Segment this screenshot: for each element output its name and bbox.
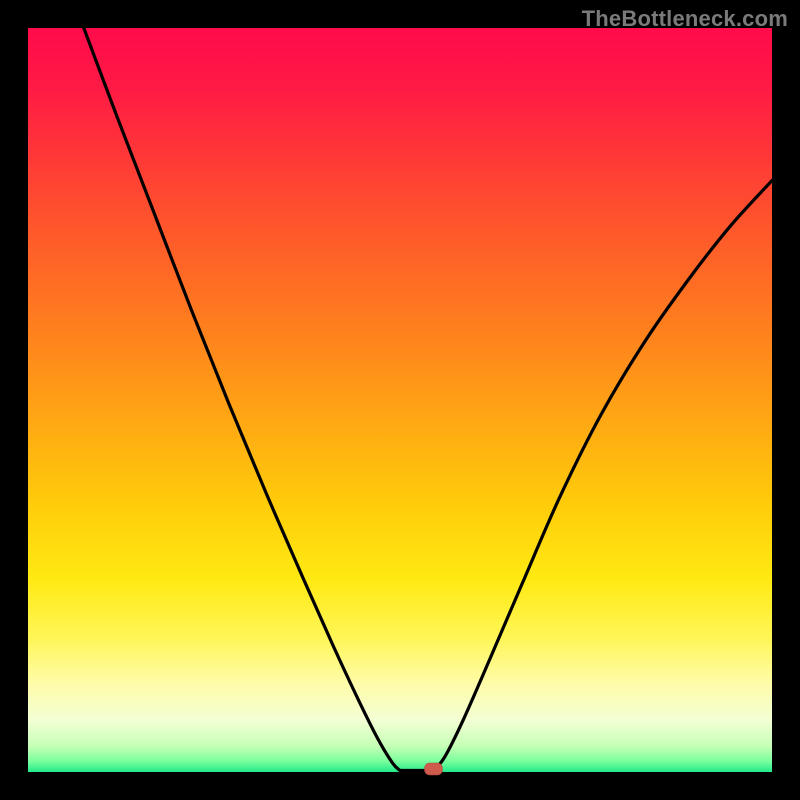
chart-svg <box>0 0 800 800</box>
optimal-point-marker <box>425 763 443 775</box>
chart-background-gradient <box>28 28 772 772</box>
bottleneck-chart: TheBottleneck.com <box>0 0 800 800</box>
watermark-text: TheBottleneck.com <box>582 6 788 32</box>
